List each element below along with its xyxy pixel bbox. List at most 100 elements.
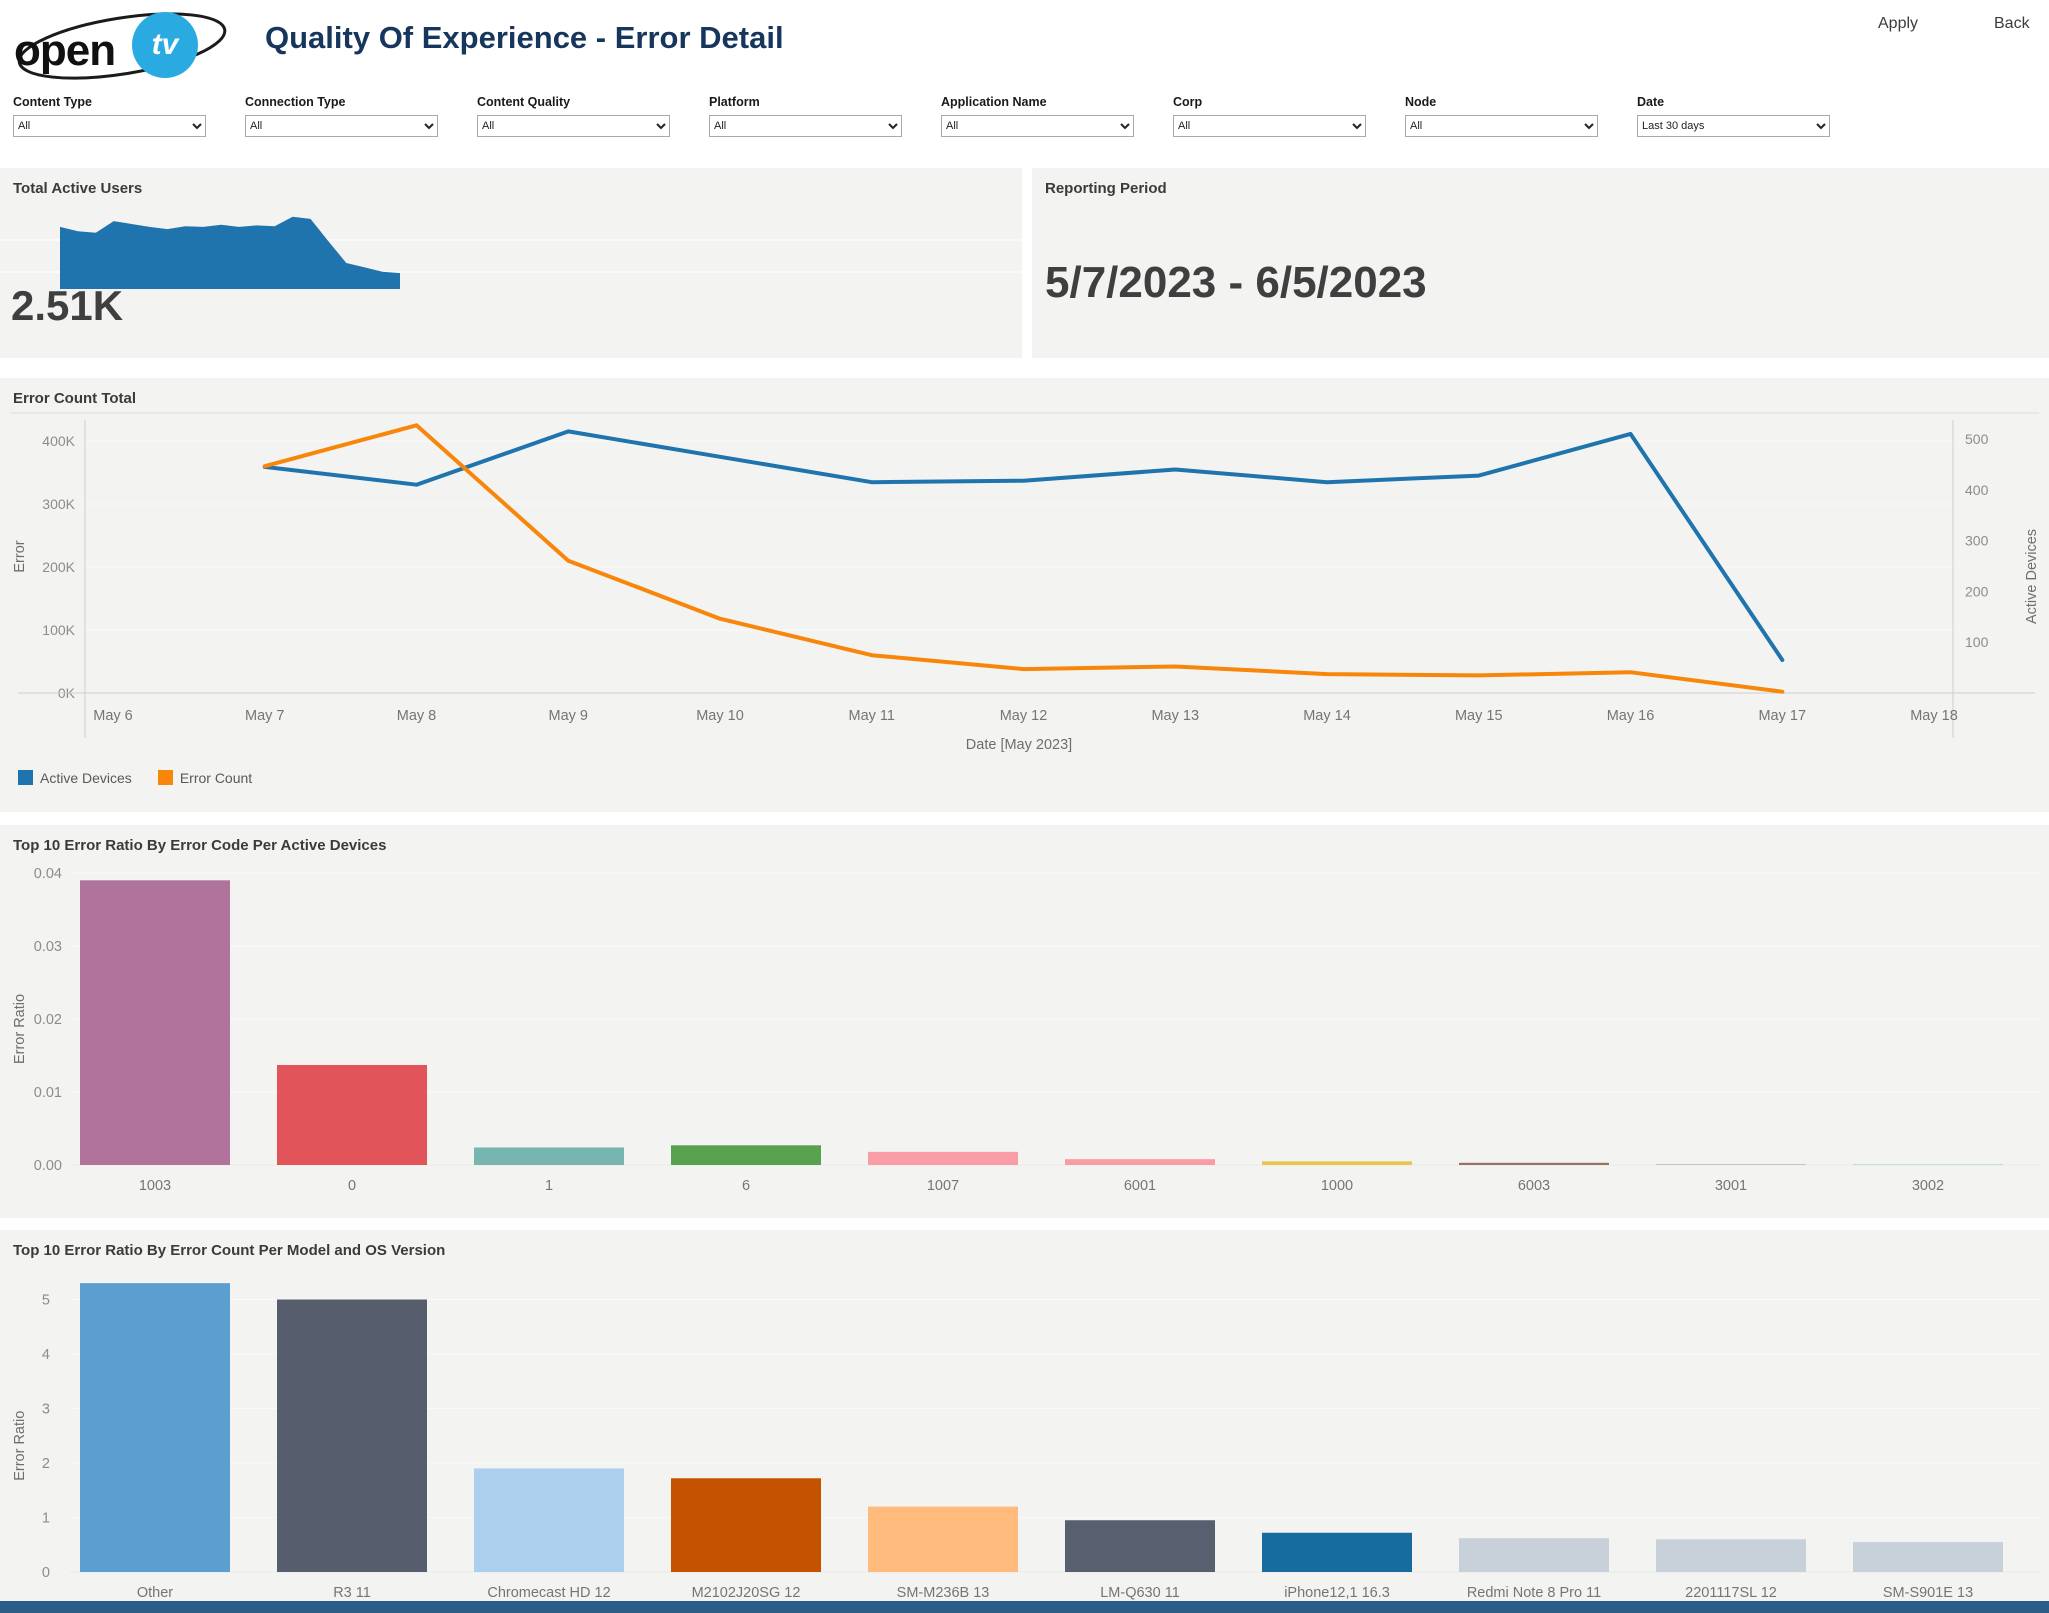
x-axis-tick: May 8 (397, 708, 437, 724)
x-category-label: 1003 (139, 1178, 171, 1194)
bar-0 (277, 1064, 427, 1165)
bar-r3-11 (277, 1299, 427, 1572)
filter-select-content-type[interactable]: All (13, 115, 206, 137)
filter-select-date[interactable]: Last 30 days (1637, 115, 1830, 137)
bar-redmi-note-8-pro-11 (1459, 1538, 1609, 1572)
page-title: Quality Of Experience - Error Detail (265, 20, 784, 55)
x-axis-tick: May 10 (696, 708, 744, 724)
x-category-label: 3002 (1912, 1178, 1944, 1194)
filter-select-node[interactable]: All (1405, 115, 1598, 137)
filter-bar: Content Type All Connection Type All Content… (0, 95, 2049, 157)
x-category-label: 1 (545, 1178, 553, 1194)
bottom-accent-bar (0, 1601, 2049, 1613)
filter-select-corp[interactable]: All (1173, 115, 1366, 137)
y-axis-tick: 0 (42, 1565, 50, 1581)
total-active-users-value: 2.51K (11, 282, 124, 329)
x-category-label: SM-S901E 13 (1883, 1585, 1973, 1601)
app-header: open tv Quality Of Experience - Error De… (0, 0, 2049, 92)
bar-6 (671, 1145, 821, 1165)
bar-chromecast-hd-12 (474, 1468, 624, 1572)
filter-date: Date Last 30 days (1637, 95, 1847, 137)
x-axis-tick: May 17 (1758, 708, 1806, 724)
active-users-sparkline (0, 216, 1022, 289)
x-category-label: 6 (742, 1178, 750, 1194)
y-axis-tick: 1 (42, 1511, 50, 1527)
x-axis-tick: May 13 (1151, 708, 1199, 724)
x-category-label: iPhone12,1 16.3 (1284, 1585, 1390, 1601)
total-active-users-title: Total Active Users (13, 180, 143, 197)
x-category-label: M2102J20SG 12 (692, 1585, 801, 1601)
filter-connection-type: Connection Type All (245, 95, 455, 137)
opentv-logo: open tv (14, 8, 244, 86)
bar-6003 (1459, 1162, 1609, 1165)
back-button[interactable]: Back (1988, 14, 2036, 34)
left-axis-tick: 300K (42, 496, 75, 512)
filter-select-content-quality[interactable]: All (477, 115, 670, 137)
filter-corp: Corp All (1173, 95, 1383, 137)
x-category-label: SM-M236B 13 (897, 1585, 990, 1601)
filter-label: Connection Type (245, 95, 346, 109)
logo-tv-badge: tv (132, 12, 198, 78)
left-axis-tick: 100K (42, 622, 75, 638)
right-axis-title: Active Devices (2024, 529, 2040, 624)
y-axis-title: Error Ratio (12, 1411, 28, 1481)
x-axis-tick: May 9 (549, 708, 589, 724)
x-category-label: 6001 (1124, 1178, 1156, 1194)
y-axis-tick: 0.01 (34, 1085, 62, 1101)
bar-1007 (868, 1151, 1018, 1165)
reporting-period-title: Reporting Period (1045, 180, 1167, 197)
legend-item: Active Devices (18, 770, 132, 786)
filter-select-platform[interactable]: All (709, 115, 902, 137)
x-axis-tick: May 12 (1000, 708, 1048, 724)
x-category-label: 0 (348, 1178, 356, 1194)
reporting-period-value: 5/7/2023 - 6/5/2023 (1045, 258, 1427, 307)
right-axis-tick: 200 (1965, 583, 1989, 599)
bar-sm-m236b-13 (868, 1506, 1018, 1572)
x-axis-tick: May 14 (1303, 708, 1351, 724)
bar-iphone12-1-16-3 (1262, 1532, 1412, 1572)
series-error-count (262, 423, 1785, 694)
filter-label: Platform (709, 95, 760, 109)
bar-2201117sl-12 (1656, 1539, 1806, 1572)
apply-button[interactable]: Apply (1872, 14, 1924, 34)
filter-label: Application Name (941, 95, 1047, 109)
y-axis-title: Error Ratio (12, 994, 28, 1064)
bar-1000 (1262, 1161, 1412, 1165)
bar-3001 (1656, 1164, 1806, 1165)
legend-item: Error Count (157, 770, 252, 786)
y-axis-tick: 4 (42, 1347, 50, 1363)
filter-content-type: Content Type All (13, 95, 223, 137)
y-axis-tick: 2 (42, 1456, 50, 1472)
bar-1003 (80, 880, 230, 1165)
x-axis-tick: May 18 (1910, 708, 1958, 724)
filter-select-application-name[interactable]: All (941, 115, 1134, 137)
right-axis-tick: 300 (1965, 533, 1989, 549)
error-ratio-by-code-title: Top 10 Error Ratio By Error Code Per Act… (13, 837, 387, 854)
right-axis-tick: 100 (1965, 634, 1989, 650)
bar-sm-s901e-13 (1853, 1542, 2003, 1572)
filter-select-connection-type[interactable]: All (245, 115, 438, 137)
legend-swatch (18, 770, 33, 785)
x-axis-title: Date [May 2023] (966, 737, 1072, 753)
y-axis-tick: 3 (42, 1402, 50, 1418)
filter-label: Content Type (13, 95, 92, 109)
x-axis-tick: May 7 (245, 708, 285, 724)
filter-node: Node All (1405, 95, 1615, 137)
error-ratio-by-code-chart: 0.00 0.01 0.02 0.03 0.04 Error Ratio 1003 0 1 6 10… (12, 866, 2040, 1194)
x-axis-tick: May 15 (1455, 708, 1503, 724)
series-active-devices (262, 429, 1785, 662)
error-count-total-title: Error Count Total (13, 390, 137, 407)
filter-label: Node (1405, 95, 1437, 109)
y-axis-tick: 5 (42, 1293, 50, 1309)
total-active-users-tile: Total Active Users 2.51K (0, 168, 1022, 358)
error-ratio-by-code-panel: Top 10 Error Ratio By Error Code Per Act… (0, 825, 2049, 1218)
error-ratio-by-model-title: Top 10 Error Ratio By Error Count Per Mo… (13, 1242, 446, 1259)
bar-m2102j20sg-12 (671, 1478, 821, 1572)
x-axis-tick: May 11 (849, 708, 895, 724)
filter-label: Corp (1173, 95, 1203, 109)
left-axis-title: Error (12, 540, 28, 572)
legend-swatch (157, 770, 173, 785)
x-category-label: 1007 (927, 1178, 959, 1194)
x-category-label: Other (137, 1585, 173, 1601)
error-count-total-panel: Error Count Total 0K 100K 200K 300K 400K 100 2… (0, 378, 2049, 812)
